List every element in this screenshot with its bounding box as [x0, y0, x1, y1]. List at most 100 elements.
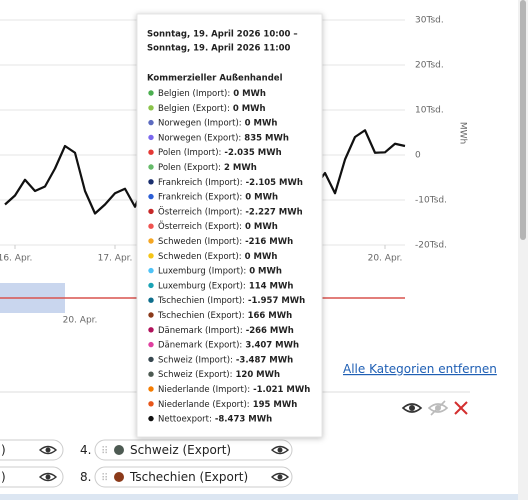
chip[interactable]	[94, 439, 293, 461]
tooltip-item: Norwegen (Export): 835 MWh	[158, 133, 289, 143]
item-value: 195 MWh	[253, 399, 298, 409]
remove-all-link[interactable]: Alle Kategorien entfernen	[343, 362, 497, 376]
x-tick-label: 20. Apr.	[368, 254, 403, 264]
legend-dot	[148, 90, 154, 96]
legend-dot	[148, 223, 154, 229]
item-value: 3.407 MWh	[245, 340, 299, 350]
item-label: Polen (Export):	[158, 163, 221, 173]
item-value: -3.487 MWh	[236, 355, 293, 365]
chip-label: Tschechien (Export)	[129, 470, 248, 484]
tooltip-item: Tschechien (Import): -1.957 MWh	[157, 296, 305, 306]
tooltip-item: Schweden (Import): -216 MWh	[158, 237, 293, 247]
x-tick-label: 17. Apr.	[98, 254, 133, 264]
eye-off-icon[interactable]	[427, 400, 449, 416]
item-value: -1.957 MWh	[248, 296, 305, 306]
legend-dot	[148, 371, 154, 377]
legend-dot	[148, 312, 154, 318]
chip-text: )	[1, 443, 6, 457]
tooltip-item: Frankreich (Import): -2.105 MWh	[158, 177, 303, 187]
legend-dot	[148, 356, 154, 363]
eye-pupil	[45, 474, 51, 480]
y-tick-label: 20Tsd.	[415, 61, 444, 71]
bottom-bar	[0, 494, 528, 500]
tooltip: Sonntag, 19. April 2026 10:00 – Sonntag, …	[136, 13, 323, 438]
item-label: Österreich (Import):	[158, 206, 242, 217]
tooltip-item: Schweiz (Import): -3.487 MWh	[158, 355, 293, 365]
tooltip-item: Polen (Import): -2.035 MWh	[158, 148, 282, 158]
y-axis-label: MWh	[458, 122, 468, 144]
legend-dot	[148, 253, 154, 259]
item-label: Luxemburg (Export):	[158, 281, 246, 291]
item-label: Norwegen (Export):	[158, 133, 241, 143]
chip-color	[114, 472, 124, 482]
tooltip-item: Dänemark (Import): -266 MWh	[158, 325, 294, 335]
chip-color	[114, 445, 124, 455]
eye-icon[interactable]	[401, 403, 423, 413]
item-label: Schweden (Import):	[158, 237, 242, 247]
item-value: 0 MWh	[249, 266, 282, 276]
item-label: Nettoexport:	[158, 414, 212, 424]
tooltip-item: Österreich (Export): 0 MWh	[158, 221, 278, 232]
tooltip-item: Belgien (Export): 0 MWh	[158, 103, 266, 113]
tooltip-title: Sonntag, 19. April 2026 10:00 –	[147, 30, 298, 40]
item-label: Dänemark (Import):	[158, 325, 243, 335]
item-label: Norwegen (Import):	[158, 118, 242, 128]
legend-dot	[148, 134, 154, 141]
item-label: Luxemburg (Import):	[158, 266, 246, 276]
item-value: 0 MWh	[245, 251, 278, 261]
item-value: -266 MWh	[246, 325, 294, 335]
item-value: -2.035 MWh	[224, 148, 281, 158]
chip-number: 4.	[80, 443, 91, 457]
navigator-label: 20. Apr.	[63, 316, 98, 326]
tooltip-section: Kommerzieller Außenhandel	[147, 74, 283, 84]
y-tick-label: 30Tsd.	[415, 16, 444, 26]
item-label: Niederlande (Import):	[158, 385, 250, 395]
item-label: Belgien (Import):	[158, 89, 230, 99]
item-label: Belgien (Export):	[158, 103, 230, 113]
scrollbar-thumb[interactable]	[520, 0, 526, 240]
tooltip-item: Luxemburg (Export): 114 MWh	[158, 281, 293, 291]
legend-dot	[148, 149, 154, 155]
tooltip-item: Dänemark (Export): 3.407 MWh	[158, 340, 299, 350]
scrollbar[interactable]	[518, 0, 528, 500]
tooltip-item: Schweden (Export): 0 MWh	[158, 251, 277, 261]
chip-partial	[0, 466, 64, 488]
remove-icon[interactable]	[454, 401, 468, 415]
y-tick-label: -20Tsd.	[415, 241, 447, 251]
item-label: Tschechien (Export):	[157, 311, 245, 321]
legend-dot	[148, 341, 154, 348]
legend-dot	[148, 238, 154, 244]
legend-dot	[148, 282, 154, 289]
chip-partial	[0, 439, 64, 461]
drag-handle: ⠿	[101, 446, 108, 457]
legend-dot	[148, 297, 154, 303]
item-label: Schweiz (Import):	[158, 355, 233, 365]
eye-pupil	[277, 474, 283, 480]
tooltip-item: Polen (Export): 2 MWh	[158, 163, 257, 173]
y-tick-label: 0	[415, 151, 421, 161]
tooltip-item: Luxemburg (Import): 0 MWh	[158, 266, 282, 276]
tooltip-item: Österreich (Import): -2.227 MWh	[158, 206, 303, 217]
item-label: Frankreich (Import):	[158, 177, 243, 187]
item-value: 0 MWh	[233, 103, 266, 113]
tooltip-item: Niederlande (Export): 195 MWh	[158, 399, 297, 409]
legend-dot	[148, 415, 154, 422]
eye-pupil	[277, 447, 283, 453]
legend-dot	[148, 267, 154, 274]
item-value: 0 MWh	[245, 118, 278, 128]
item-label: Tschechien (Import):	[157, 296, 245, 306]
drag-handle: ⠿	[101, 473, 108, 484]
legend-dot	[148, 327, 154, 333]
tooltip-item: Nettoexport: -8.473 MWh	[158, 414, 272, 424]
item-label: Schweden (Export):	[158, 251, 242, 261]
tooltip-item: Norwegen (Import): 0 MWh	[158, 118, 277, 128]
item-value: 120 MWh	[235, 370, 280, 380]
y-tick-label: -10Tsd.	[415, 196, 447, 206]
tooltip-item: Frankreich (Export): 0 MWh	[158, 192, 278, 202]
item-value: 0 MWh	[245, 222, 278, 232]
chip[interactable]	[94, 466, 293, 488]
tooltip-title: Sonntag, 19. April 2026 11:00	[147, 44, 291, 54]
legend-dot	[148, 105, 154, 111]
eye-icon	[38, 472, 58, 482]
